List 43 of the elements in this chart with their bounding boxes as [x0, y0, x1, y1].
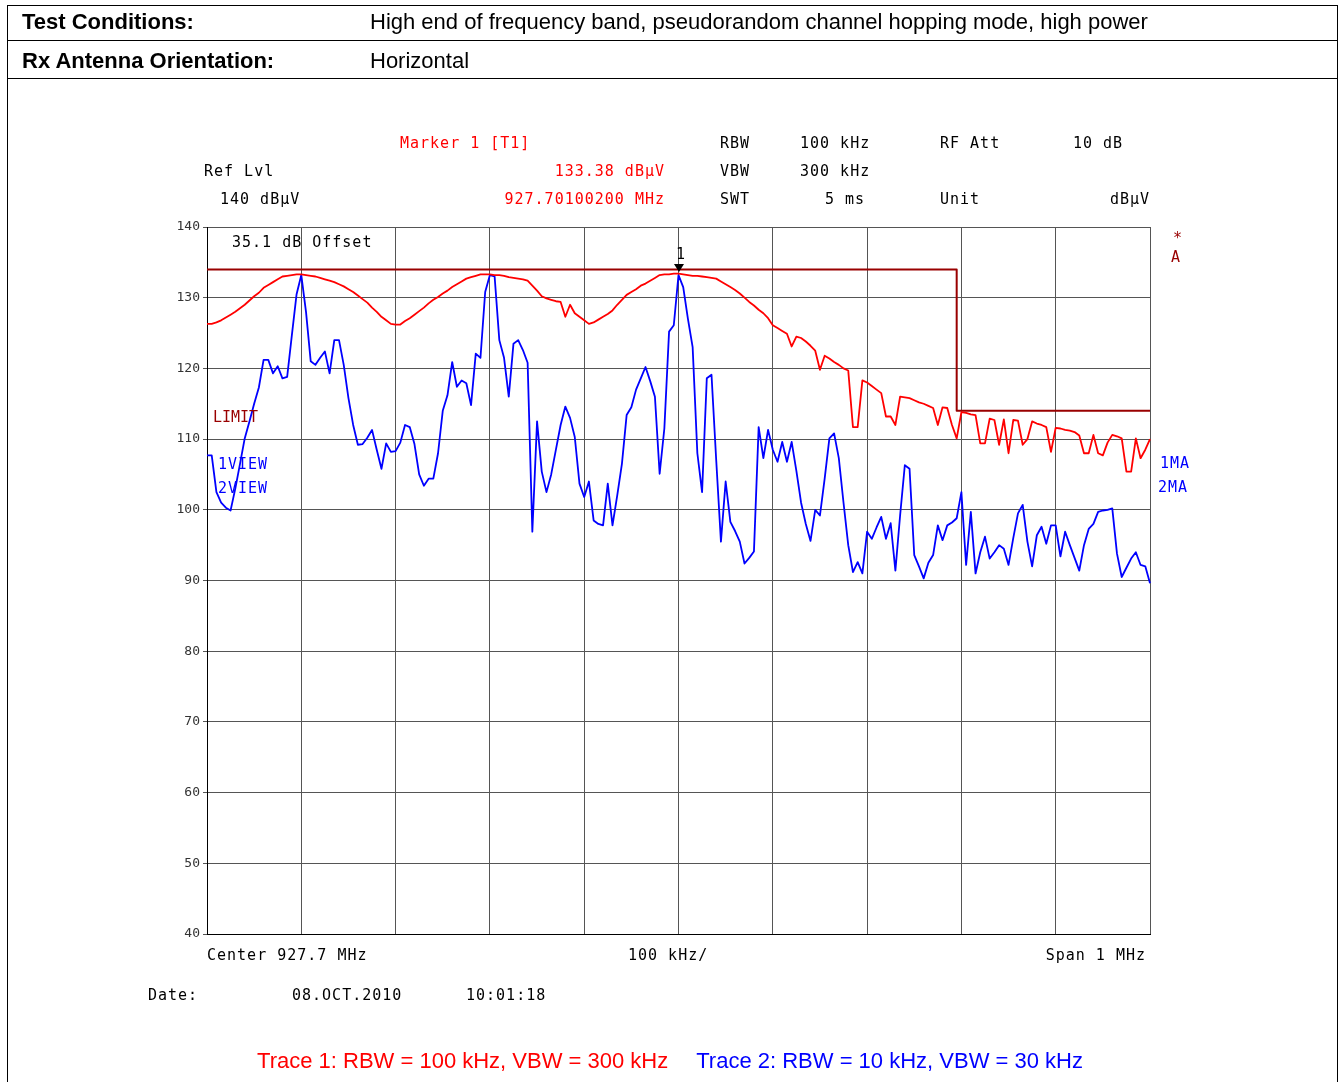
- text: 2MA: [1158, 477, 1189, 496]
- text: High end of frequency band, pseudorandom channel hopping mode, high power: [370, 9, 1148, 34]
- text: 08.OCT.2010: [292, 985, 403, 1004]
- y-tick-label: 130: [176, 289, 200, 305]
- y-tick-label: 80: [184, 642, 200, 658]
- text: 1MA: [1160, 453, 1191, 472]
- text: RBW: [720, 133, 751, 152]
- y-tick-label: 110: [176, 430, 200, 446]
- y-tick-label: 50: [184, 854, 200, 870]
- text: A: [1171, 247, 1182, 266]
- text: 927.70100200 MHz: [504, 189, 665, 208]
- text: 10 dB: [1073, 133, 1124, 152]
- text: Date:: [148, 985, 199, 1004]
- y-tick-label: 40: [184, 925, 200, 941]
- y-tick-label: 70: [184, 713, 200, 729]
- text: 100 kHz: [800, 133, 871, 152]
- text: Ref Lvl: [204, 161, 275, 180]
- text: Trace 2: RBW = 10 kHz, VBW = 30 kHz: [696, 1048, 1083, 1073]
- y-tick-label: 60: [184, 783, 200, 799]
- y-tick-label: 140: [176, 218, 200, 234]
- text: 100 kHz/: [628, 945, 709, 964]
- text: Horizontal: [370, 48, 470, 73]
- text: Center 927.7 MHz: [207, 945, 368, 964]
- text: 300 kHz: [800, 161, 871, 180]
- text: *: [1173, 228, 1184, 247]
- text: 140 dBµV: [220, 189, 301, 208]
- text: 5 ms: [825, 189, 866, 208]
- text: dBµV: [1109, 189, 1150, 208]
- text: Rx Antenna Orientation:: [22, 48, 275, 73]
- y-tick-label: 100: [176, 501, 200, 517]
- text: RF Att: [940, 133, 1001, 152]
- text: 10:01:18: [466, 985, 547, 1004]
- y-tick-label: 90: [184, 571, 200, 587]
- annotation: 35.1 dB Offset: [232, 232, 373, 251]
- text: Unit: [940, 189, 981, 208]
- text: Span 1 MHz: [1045, 945, 1146, 964]
- text: VBW: [720, 161, 751, 180]
- text: Trace 1: RBW = 100 kHz, VBW = 300 kHz: [257, 1048, 669, 1073]
- text: Test Conditions:: [22, 9, 194, 34]
- text: Marker 1 [T1]: [400, 133, 531, 152]
- text: SWT: [720, 189, 751, 208]
- text: 133.38 dBµV: [554, 161, 665, 180]
- y-tick-label: 120: [176, 359, 200, 375]
